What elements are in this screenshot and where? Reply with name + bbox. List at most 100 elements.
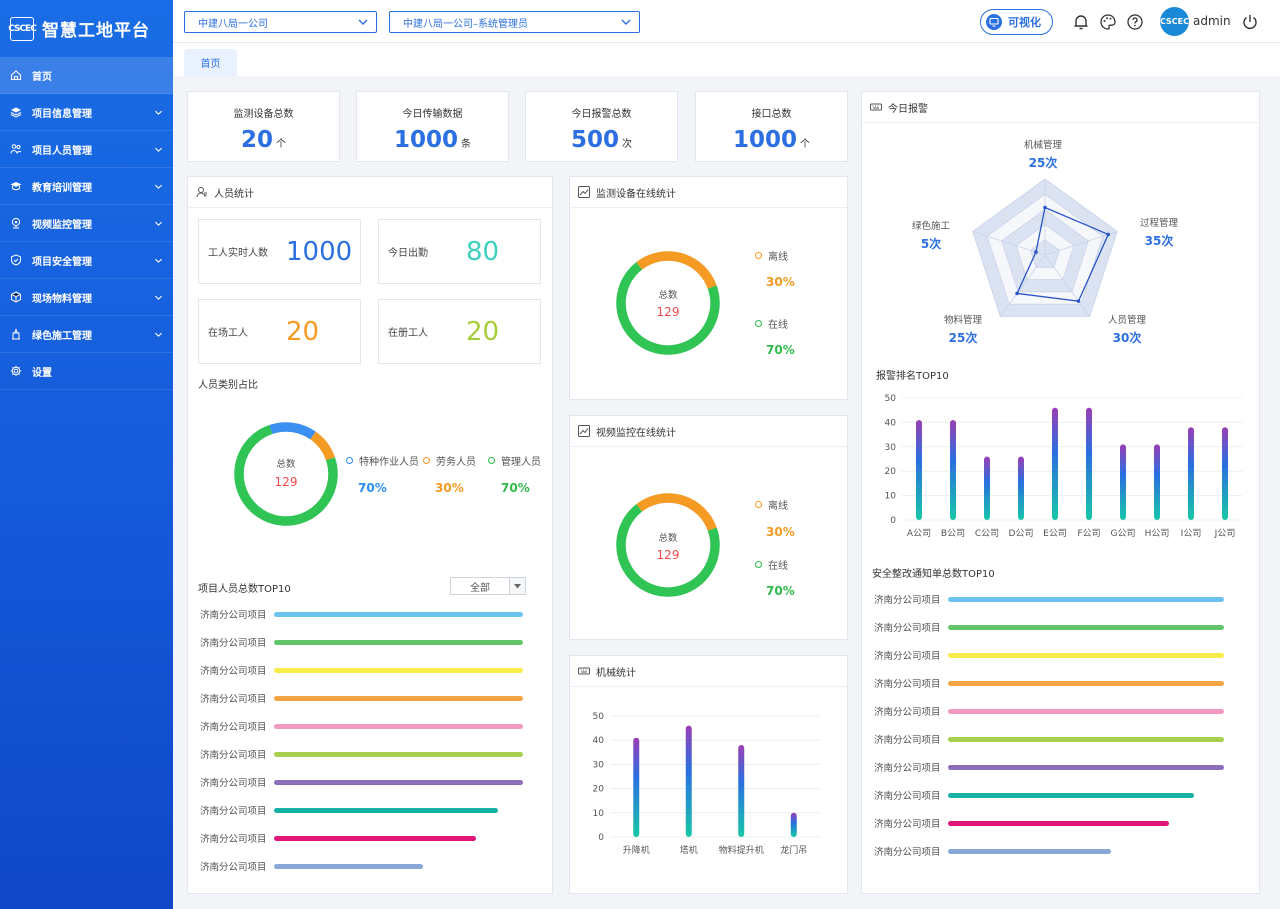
alarm-header: 今日报警 [862,92,1259,123]
machinery-title: 机械统计 [596,667,636,679]
category-donut-slice[interactable] [234,425,338,526]
video-donut-slice[interactable] [636,493,717,531]
gear-icon [10,365,22,377]
device-donut-slice[interactable] [616,262,720,355]
sidebar-item-7[interactable]: 绿色施工管理 [0,316,173,353]
stat-title: 接口总数 [751,109,792,120]
radar-axis [1000,254,1046,317]
video-online-header: 视频监控在线统计 [570,416,847,447]
alarm-title: 今日报警 [888,103,928,115]
category-donut-slice[interactable] [310,431,335,461]
radar-value: 30次 [1112,331,1142,345]
bar[interactable] [790,812,797,837]
list-item[interactable]: 济南分公司项目 [874,816,1169,830]
username[interactable]: admin [1193,14,1231,28]
list-item-bar [274,751,523,757]
list-item[interactable]: 济南分公司项目 [200,803,499,817]
list-item[interactable]: 济南分公司项目 [200,859,424,873]
bar[interactable] [685,725,692,837]
chevron-down-icon [621,19,631,25]
legend-item[interactable]: 特种作业人员 [346,453,419,468]
project-filter-select[interactable]: 全部 [450,577,526,595]
power-icon[interactable] [1241,13,1259,31]
sidebar-item-1[interactable]: 项目信息管理 [0,94,173,131]
legend-item[interactable]: 在线 [755,316,788,331]
personnel-metric: 今日出勤 80 [378,219,541,284]
list-item[interactable]: 济南分公司项目 [200,691,523,705]
chevron-down-icon [358,19,368,25]
legend-dot-icon [423,457,430,464]
top-bar: 中建八局一公司 中建八局一公司–系统管理员 可视化 CSCEC admin [173,0,1280,43]
radar-label: 绿色施工 5次 [900,218,962,252]
list-item[interactable]: 济南分公司项目 [200,747,523,761]
tab-home[interactable]: 首页 [184,49,237,76]
bar[interactable] [1086,407,1092,520]
list-item[interactable]: 济南分公司项目 [874,844,1111,858]
bar[interactable] [1018,456,1024,520]
avatar[interactable]: CSCEC [1160,7,1189,36]
bar[interactable] [916,419,922,520]
sidebar-item-4[interactable]: 视频监控管理 [0,205,173,242]
bar[interactable] [738,745,745,837]
bar[interactable] [1188,427,1194,520]
list-item[interactable]: 济南分公司项目 [874,704,1224,718]
radar-label: 过程管理 35次 [1128,215,1190,249]
list-item[interactable]: 济南分公司项目 [874,760,1224,774]
list-item[interactable]: 济南分公司项目 [874,620,1224,634]
y-tick-label: 0 [890,516,896,526]
x-tick-label: H公司 [1145,528,1170,539]
palette-icon[interactable] [1099,13,1117,31]
device-donut-slice[interactable] [636,251,717,289]
list-item[interactable]: 济南分公司项目 [200,719,523,733]
legend-dot-icon [346,457,353,464]
category-donut-slice[interactable] [269,422,316,440]
visualization-button[interactable]: 可视化 [980,9,1053,35]
list-item[interactable]: 济南分公司项目 [200,831,476,845]
list-item-label: 济南分公司项目 [200,638,267,649]
bell-icon[interactable] [1072,13,1090,31]
bar[interactable] [633,737,640,837]
video-donut-center-value: 129 [656,548,680,562]
alarm-ranking-bar-chart: 0 10 20 30 40 50 A公司 B公司 C公司 D公司 E公司 F公司 G公司 H公司 I公司 J公… [885,394,1242,539]
legend-item[interactable]: 劳务人员 [423,453,476,468]
role-select[interactable]: 中建八局一公司–系统管理员 [389,11,640,33]
bar[interactable] [1222,427,1228,520]
sidebar-item-6[interactable]: 现场物料管理 [0,279,173,316]
list-item[interactable]: 济南分公司项目 [874,592,1224,606]
metric-value: 1000 [286,236,353,267]
sidebar-item-5[interactable]: 项目安全管理 [0,242,173,279]
stat-card: 今日传输数据 1000 条 [356,91,509,162]
legend-item[interactable]: 管理人员 [488,453,541,468]
legend-item[interactable]: 在线 [755,557,788,572]
bar[interactable] [1154,444,1160,520]
list-item[interactable]: 济南分公司项目 [200,663,523,677]
layers-icon [10,107,22,118]
sidebar-item-0[interactable]: 首页 [0,57,173,94]
company-select[interactable]: 中建八局一公司 [184,11,377,33]
bar[interactable] [1052,407,1058,520]
video-donut-slice[interactable] [616,504,720,597]
legend-item[interactable]: 离线 [755,497,788,512]
help-icon[interactable] [1126,13,1144,31]
list-item-label: 济南分公司项目 [874,763,941,774]
personnel-panel-header: 人员统计 [188,177,552,208]
category-donut-chart [234,422,338,526]
legend-item[interactable]: 离线 [755,248,788,263]
list-item[interactable]: 济南分公司项目 [200,635,523,649]
sidebar-item-label: 现场物料管理 [32,293,92,305]
list-item[interactable]: 济南分公司项目 [200,775,523,789]
bar[interactable] [950,419,956,520]
sidebar-item-3[interactable]: 教育培训管理 [0,168,173,205]
list-item[interactable]: 济南分公司项目 [874,788,1194,802]
bar[interactable] [1120,444,1126,520]
list-item[interactable]: 济南分公司项目 [874,676,1224,690]
sidebar-item-2[interactable]: 项目人员管理 [0,131,173,168]
radar-axis [1044,231,1118,256]
x-tick-label: I公司 [1181,528,1202,539]
top10-title: 项目人员总数TOP10 [198,584,291,595]
list-item[interactable]: 济南分公司项目 [874,732,1224,746]
list-item[interactable]: 济南分公司项目 [874,648,1224,662]
bar[interactable] [984,456,990,520]
list-item[interactable]: 济南分公司项目 [200,607,523,621]
sidebar-item-8[interactable]: 设置 [0,353,173,390]
